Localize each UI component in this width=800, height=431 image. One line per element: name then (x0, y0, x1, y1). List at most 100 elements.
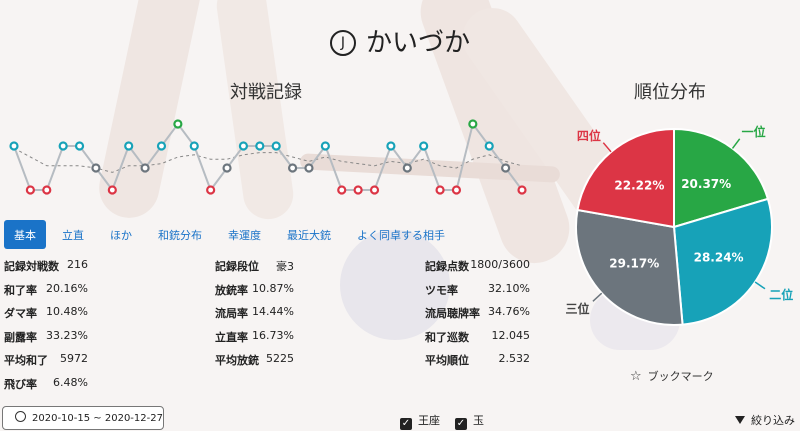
stat-label: 和了率 (4, 283, 37, 297)
stat-label: 和了巡数 (425, 330, 469, 344)
rank-point (156, 141, 167, 151)
record-section-title: 対戦記録 (230, 82, 302, 103)
rank-point (206, 185, 216, 195)
rank-point (468, 119, 478, 129)
filter-label: 絞り込み (751, 414, 795, 427)
filter-icon (735, 416, 745, 424)
rank-point (74, 141, 85, 151)
stat-label: 記録対戦数 (4, 260, 59, 273)
stat-label: 平均順位 (425, 354, 469, 367)
tab-6[interactable]: よく同卓する相手 (357, 229, 445, 242)
tab-5[interactable]: 最近大銃 (287, 229, 331, 242)
rank-distribution-pie: 20.37% 28.24% 29.17% 22.22% (575, 127, 773, 327)
stat-value: 14.44% (252, 305, 294, 318)
player-name: かいづか (365, 28, 470, 58)
clock-icon (15, 411, 26, 422)
stat-value: 10.87% (252, 281, 294, 295)
checkbox-checked-icon: ✓ (400, 418, 412, 430)
rank-point (42, 185, 52, 195)
stat-label: 流局率 (215, 307, 248, 320)
pie-category-label: 一位 (741, 124, 766, 139)
stat-label: 平均放銃 (215, 354, 259, 367)
stat-value: 2.532 (498, 352, 531, 365)
tab-0[interactable]: 基本 (4, 220, 46, 249)
rank-point (173, 119, 183, 129)
stat-value: 216 (67, 258, 88, 271)
rank-point (222, 163, 232, 173)
stat-value: 33.23% (46, 328, 88, 342)
stat-label: ダマ率 (4, 307, 37, 320)
checkbox-gyoku[interactable]: ✓ 玉 (455, 412, 484, 430)
pie-leader-line (602, 142, 612, 153)
date-range-label: 2020-10-15 ~ 2020-12-27 (32, 413, 163, 424)
stat-value: 34.76% (488, 305, 530, 318)
pie-leader-line (731, 138, 741, 149)
pie-leader-line (754, 281, 766, 290)
stat-label: ツモ率 (425, 283, 458, 297)
checkbox-checked-icon: ✓ (455, 418, 467, 430)
pie-value-label: 29.17% (609, 256, 659, 270)
tab-2[interactable]: ほか (110, 229, 132, 242)
stat-label: 平均和了 (4, 354, 48, 367)
rank-point (402, 163, 412, 173)
stat-value: 6.48% (53, 375, 88, 389)
stat-value: 1800/3600 (470, 258, 530, 271)
rank-point (271, 141, 281, 151)
checkbox-label: 王座 (418, 414, 440, 427)
player-title: J かいづか (0, 22, 800, 59)
rank-point (484, 141, 494, 151)
stat-value: 32.10% (488, 281, 530, 295)
stat-value: 20.16% (46, 281, 88, 295)
rank-point (451, 185, 462, 195)
player-mark: J (329, 30, 356, 56)
rank-point (255, 141, 265, 151)
stat-value: 10.48% (46, 305, 88, 318)
pie-value-label: 22.22% (614, 179, 664, 193)
stat-label: 流局聴牌率 (425, 307, 480, 320)
stat-label: 立直率 (215, 330, 248, 344)
rank-point (386, 141, 396, 151)
rank-point (107, 185, 117, 195)
rank-point (501, 163, 511, 173)
stat-value: 12.045 (491, 328, 531, 342)
rank-point (91, 163, 101, 173)
pie-slice (575, 208, 684, 327)
rank-section-title: 順位分布 (634, 82, 706, 103)
stats-tabs: 基本 立直 ほか 和銃分布 幸運度 最近大銃 よく同卓する相手 (4, 220, 461, 249)
stat-value: 豪3 (276, 260, 294, 273)
tab-3[interactable]: 和銃分布 (158, 229, 202, 242)
rank-point (189, 141, 199, 151)
rank-point (140, 163, 150, 173)
rank-point (435, 185, 445, 195)
rank-point (25, 185, 35, 195)
rank-history-chart (9, 119, 527, 195)
rank-point (287, 163, 298, 173)
pie-value-label: 20.37% (681, 177, 731, 191)
filter-button[interactable]: 絞り込み (735, 412, 795, 428)
pie-category-label: 三位 (565, 302, 590, 317)
rank-point (238, 141, 249, 151)
stat-label: 記録段位 (215, 260, 259, 273)
stat-label: 飛び率 (4, 377, 37, 391)
rank-point (353, 185, 363, 195)
rank-point (304, 163, 314, 173)
bookmark-label: ブックマーク (647, 370, 714, 383)
rank-point (419, 141, 429, 151)
tab-4[interactable]: 幸運度 (228, 229, 261, 242)
pie-category-label: 四位 (576, 129, 601, 144)
stat-label: 記録点数 (425, 260, 469, 273)
pie-value-label: 28.24% (694, 250, 744, 264)
date-range-button[interactable]: 2020-10-15 ~ 2020-12-27 (2, 406, 164, 430)
tab-1[interactable]: 立直 (62, 229, 84, 242)
pie-leader-line (592, 292, 603, 302)
bookmark-button[interactable]: ☆ ブックマーク (630, 368, 714, 384)
checkbox-label: 玉 (473, 414, 484, 427)
pie-category-label: 二位 (769, 288, 794, 303)
rank-point (369, 185, 380, 195)
rank-line (13, 121, 523, 193)
checkbox-ouza[interactable]: ✓ 王座 (400, 412, 440, 430)
stat-value: 5225 (266, 352, 294, 365)
rank-point (337, 185, 347, 195)
rank-point (58, 141, 68, 151)
star-outline-icon: ☆ (630, 369, 642, 384)
